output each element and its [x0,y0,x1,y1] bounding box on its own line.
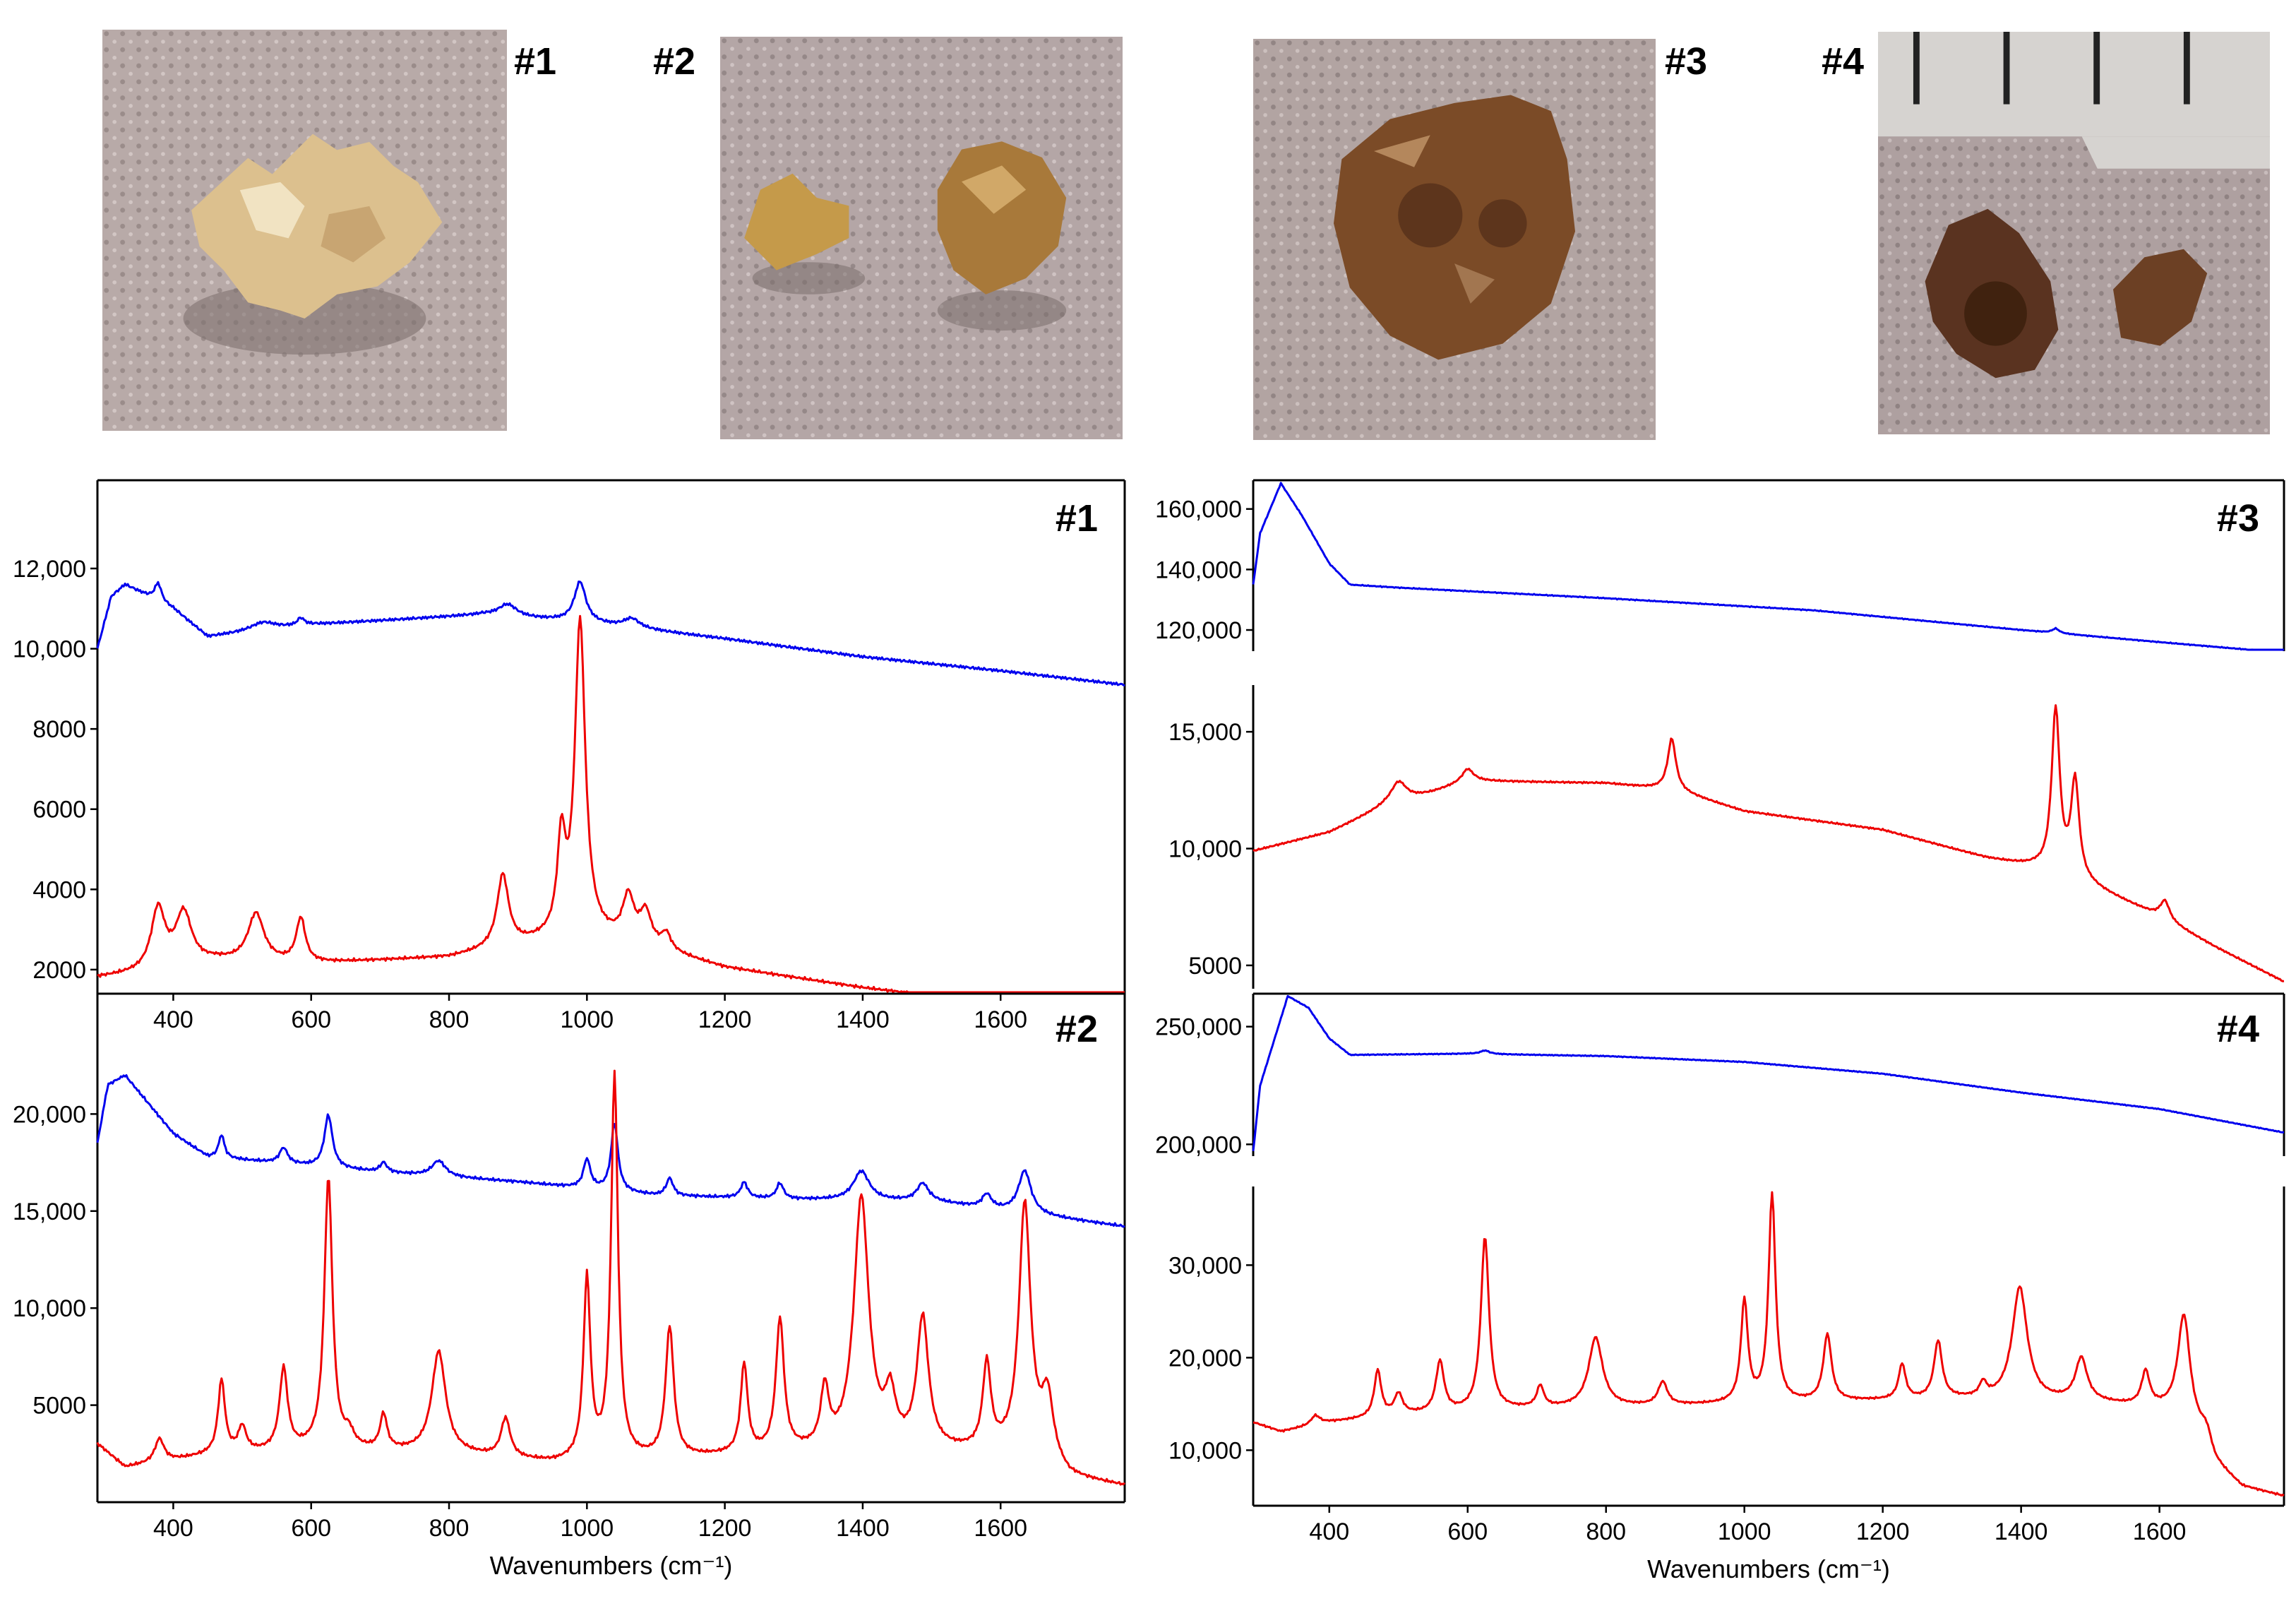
y-tick-label: 12,000 [13,556,86,583]
stone-photo-3-image [1253,39,1656,440]
spectrum-line-red [96,1069,1126,1486]
sample-photo-2 [720,37,1123,439]
spectrum-panel-#1: 2000 4000 6000 8000 10,000 12,000 400 600 800 100… [13,479,1126,1033]
x-tick-label: 800 [429,1006,470,1033]
spectrum-line-red [1252,1191,2285,1497]
y-tick-label: 160,000 [1155,496,1242,523]
x-tick-label: 400 [153,1006,193,1033]
spectrum-panel-#4-top: 200,000 250,000 #4 [1155,992,2285,1158]
spectrum-line-blue [1252,994,2284,1151]
y-tick-label: 2000 [32,957,86,984]
x-tick-label: 800 [1586,1518,1626,1545]
y-tick-label: 15,000 [1168,719,1242,746]
x-tick-label: 1600 [974,1006,1027,1033]
y-tick-label: 250,000 [1155,1014,1242,1041]
x-tick-label: 1400 [836,1006,890,1033]
y-tick-label: 30,000 [1168,1252,1242,1279]
stone-photo-4-image [1878,32,2270,434]
x-tick-label: 1200 [1856,1518,1910,1545]
y-tick-label: 5000 [32,1393,86,1420]
y-tick-label: 6000 [32,797,86,823]
sample-label-3: #3 [1665,40,1708,83]
y-tick-label: 5000 [1188,953,1242,980]
ruler [1878,32,2270,137]
x-tick-label: 400 [153,1515,193,1542]
spectrum-line-blue [96,581,1125,687]
spectrum-panel-#3-top: 120,000 140,000 160,000 #3 [1155,479,2285,651]
panel-title: #1 [1056,497,1098,540]
y-tick-label: 140,000 [1155,557,1242,583]
y-tick-label: 8000 [32,716,86,743]
spectrum-line-red [97,614,1125,994]
y-tick-label: 120,000 [1155,617,1242,644]
sample-photo-4 [1878,32,2270,434]
sample-photo-1 [102,30,507,431]
spectrum-line-red [1252,704,2285,982]
spectrum-panel-#3-bottom: 5000 10,000 15,000 [1168,685,2285,989]
x-tick-label: 1200 [698,1006,752,1033]
x-tick-label: 1000 [561,1006,614,1033]
spectrum-line-blue [1252,482,2284,651]
spectrum-panel-#2: 5000 10,000 15,000 20,000 400 600 800 1000 1200 1… [13,992,1126,1580]
x-tick-label: 400 [1309,1518,1349,1545]
x-tick-label: 600 [1447,1518,1488,1545]
x-tick-label: 1600 [974,1515,1027,1542]
y-tick-label: 15,000 [13,1198,86,1225]
y-tick-label: 10,000 [1168,1437,1242,1464]
y-tick-label: 20,000 [13,1101,86,1128]
y-tick-label: 10,000 [1168,836,1242,863]
x-tick-label: 1000 [1718,1518,1771,1545]
sample-label-4: #4 [1822,40,1865,83]
x-tick-label: 600 [291,1006,331,1033]
spectrum-panel-#4-bottom: 10,000 20,000 30,000 400 600 800 1000 1200 1400 1… [1168,1186,2285,1583]
stone-photo-2-image [720,37,1123,439]
spectrum-line-blue [96,1074,1125,1228]
x-tick-label: 1400 [836,1515,890,1542]
x-tick-label: 1200 [698,1515,752,1542]
y-tick-label: 10,000 [13,636,86,663]
y-tick-label: 4000 [32,876,86,903]
panel-title: #4 [2217,1008,2259,1050]
sample-label-2: #2 [653,40,696,83]
stone-photo-1-image [102,30,507,431]
panel-title: #3 [2217,497,2259,540]
y-tick-label: 20,000 [1168,1345,1242,1372]
x-axis-label: Wavenumbers (cm⁻¹) [490,1551,733,1580]
x-tick-label: 600 [291,1515,331,1542]
x-axis-label: Wavenumbers (cm⁻¹) [1647,1554,1890,1583]
x-tick-label: 1400 [1995,1518,2048,1545]
y-tick-label: 200,000 [1155,1131,1242,1158]
sample-photo-3 [1253,39,1656,440]
x-tick-label: 1600 [2133,1518,2187,1545]
x-tick-label: 800 [429,1515,470,1542]
sample-label-1: #1 [514,40,557,83]
panel-title: #2 [1056,1008,1098,1050]
y-tick-label: 10,000 [13,1295,86,1322]
x-tick-label: 1000 [561,1515,614,1542]
